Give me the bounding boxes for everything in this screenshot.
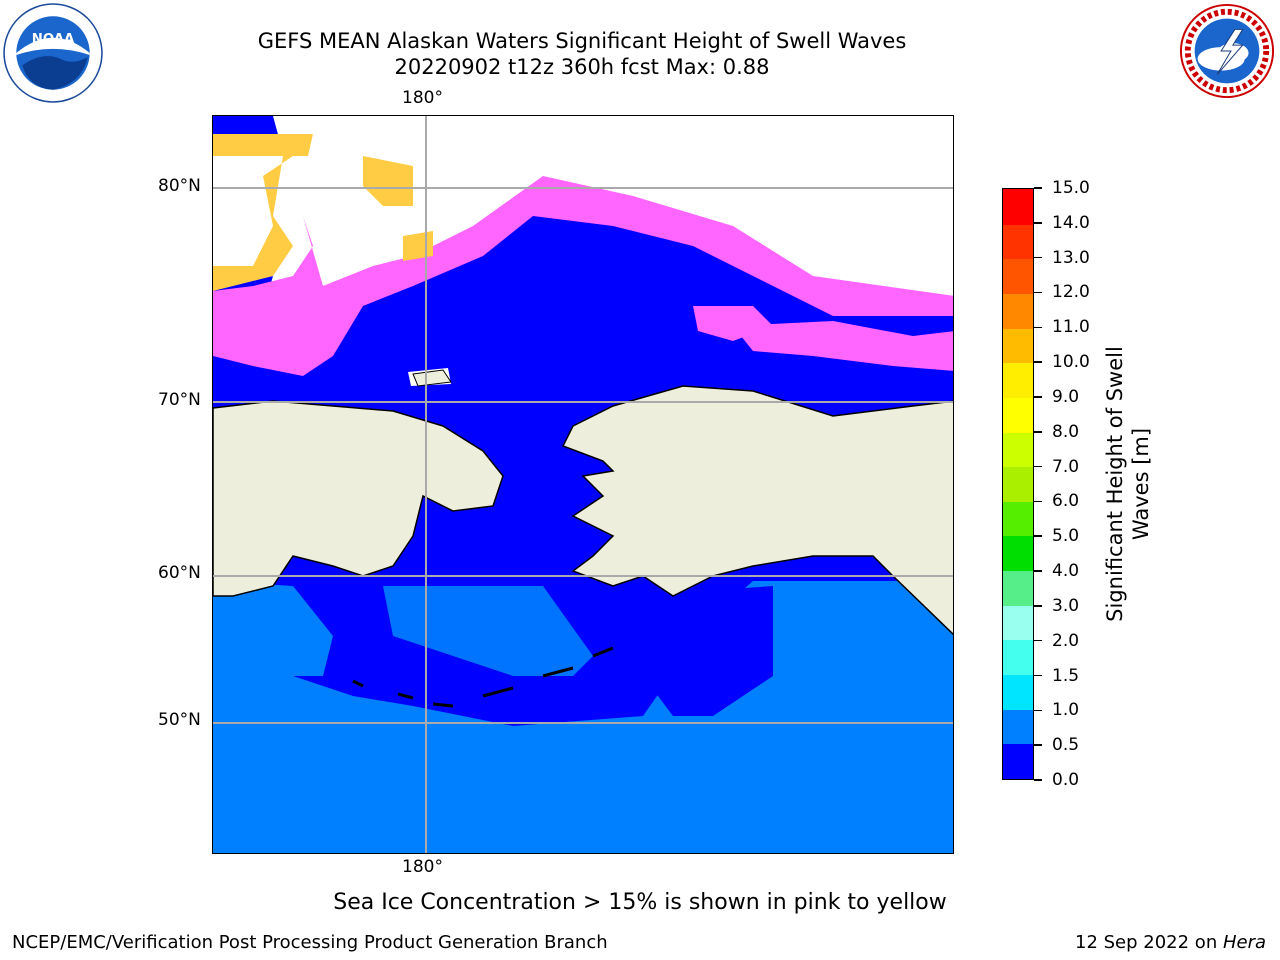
colorbar-tick-label: 0.5: [1052, 735, 1080, 756]
colorbar-tick: [1034, 431, 1042, 433]
colorbar-tick-label: 1.5: [1052, 665, 1080, 686]
map-canvas: [213, 116, 953, 853]
colorbar-tick-label: 12.0: [1052, 282, 1090, 303]
colorbar-tick-label: 8.0: [1052, 421, 1080, 442]
swell-low-region-gulf: [633, 586, 773, 716]
colorbar-tick-label: 5.0: [1052, 526, 1080, 547]
land-siberia: [213, 400, 504, 597]
colorbar-tick: [1034, 256, 1042, 259]
colorbar-tick: [1034, 187, 1042, 189]
sea-ice-band: [213, 134, 313, 291]
swell-mid-patch: [383, 586, 593, 676]
colorbar-segment: [1003, 743, 1033, 779]
colorbar-tick: [1034, 500, 1042, 503]
colorbar-segment: [1003, 535, 1033, 572]
colorbar-tick-label: 2.0: [1052, 630, 1080, 651]
colorbar-segment: [1003, 431, 1033, 468]
lat-label-60: 60°N: [158, 563, 201, 583]
colorbar-tick-label: 9.0: [1052, 386, 1080, 407]
colorbar-segment: [1003, 397, 1033, 433]
map-panel: [212, 115, 954, 854]
chart-title: GEFS MEAN Alaskan Waters Significant Hei…: [257, 29, 907, 53]
colorbar-tick-label: 10.0: [1052, 352, 1090, 373]
colorbar-segment: [1003, 639, 1033, 676]
colorbar-tick: [1034, 744, 1042, 746]
swell-mid-patch: [213, 581, 333, 676]
colorbar-tick-label: 14.0: [1052, 212, 1090, 233]
chart-subtitle: 20220902 t12z 360h fcst Max: 0.88: [394, 55, 770, 79]
nodata-region: [253, 116, 953, 346]
colorbar-tick-label: 7.0: [1052, 456, 1080, 477]
colorbar-segment: [1003, 501, 1033, 537]
colorbar-segment: [1003, 674, 1033, 710]
colorbar-tick-label: 13.0: [1052, 247, 1090, 268]
colorbar-tick: [1034, 674, 1042, 677]
colorbar-segment: [1003, 189, 1033, 225]
colorbar-label: Significant Height of Swell Waves [m]: [1103, 346, 1153, 622]
sea-ice-band: [403, 231, 433, 261]
lat-label-70: 70°N: [158, 390, 201, 410]
lat-label-50: 50°N: [158, 710, 201, 730]
colorbar-tick: [1034, 605, 1042, 607]
noaa-logo-icon: NOAA: [3, 3, 103, 103]
colorbar-tick: [1034, 535, 1042, 537]
colorbar-tick-label: 0.0: [1052, 770, 1080, 790]
colorbar-segment: [1003, 258, 1033, 294]
footer-date-text: 12 Sep 2022 on: [1075, 932, 1223, 953]
colorbar-segment: [1003, 293, 1033, 329]
sea-ice-band: [733, 321, 953, 371]
colorbar: [1002, 188, 1034, 780]
colorbar-segment: [1003, 362, 1033, 398]
footer-machine: Hera: [1222, 932, 1266, 953]
land-wrangel: [412, 369, 452, 387]
sea-ice-band: [363, 156, 413, 206]
colorbar-segment: [1003, 328, 1033, 364]
colorbar-tick-label: 4.0: [1052, 561, 1080, 582]
colorbar-tick-label: 11.0: [1052, 317, 1090, 338]
lat-label-80: 80°N: [158, 176, 201, 196]
nws-logo-icon: [1179, 3, 1275, 99]
colorbar-segment: [1003, 466, 1033, 502]
colorbar-segment: [1003, 224, 1033, 260]
lon-label-bottom: 180°: [402, 857, 443, 877]
colorbar-tick: [1034, 465, 1042, 468]
sea-ice-band: [213, 176, 953, 376]
colorbar-tick: [1034, 291, 1042, 294]
lon-label-top: 180°: [402, 88, 443, 108]
colorbar-tick-label: 1.0: [1052, 700, 1080, 721]
colorbar-segment: [1003, 570, 1033, 606]
colorbar-tick-label: 15.0: [1052, 178, 1090, 198]
colorbar-tick: [1034, 361, 1042, 363]
noaa-logo-text: NOAA: [32, 32, 75, 47]
colorbar-tick: [1034, 326, 1042, 329]
colorbar-tick-label: 3.0: [1052, 595, 1080, 616]
colorbar-tick: [1034, 396, 1042, 398]
colorbar-segment: [1003, 709, 1033, 745]
land-alaska: [561, 385, 953, 636]
colorbar-tick: [1034, 639, 1042, 642]
land-aleutians: [352, 646, 614, 708]
map-gridlines: [213, 116, 953, 853]
colorbar-tick: [1034, 709, 1042, 712]
colorbar-segment: [1003, 605, 1033, 641]
colorbar-tick: [1034, 570, 1042, 572]
footer-branch: NCEP/EMC/Verification Post Processing Pr…: [12, 932, 608, 953]
colorbar-tick-label: 6.0: [1052, 491, 1080, 512]
sea-ice-note: Sea Ice Concentration > 15% is shown in …: [333, 890, 947, 915]
colorbar-tick: [1034, 779, 1042, 781]
colorbar-tick: [1034, 222, 1042, 224]
footer-date: 12 Sep 2022 on Hera: [1075, 932, 1266, 953]
